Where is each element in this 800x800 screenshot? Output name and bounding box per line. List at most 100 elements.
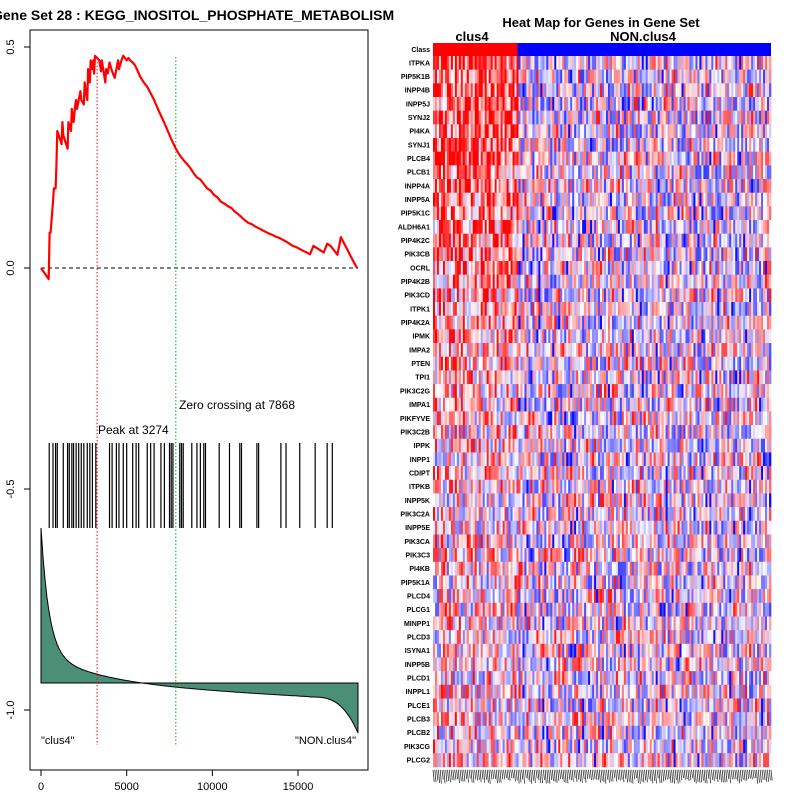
heatmap-class-label-non-clus4: NON.clus4 [610, 29, 677, 44]
sample-label-mark [604, 769, 607, 784]
sample-label-mark [494, 769, 497, 779]
sample-label-mark [535, 769, 538, 779]
heatmap-gene-label: INPP5A [405, 197, 430, 204]
sample-label-mark [532, 769, 534, 781]
sample-label-mark [600, 769, 603, 782]
x-tick-label: 10000 [197, 781, 228, 793]
heatmap-gene-label: INPPL1 [405, 689, 430, 696]
sample-label-mark [456, 769, 459, 780]
sample-label-mark [613, 769, 616, 779]
sample-label-mark [542, 769, 545, 780]
heatmap-row [433, 671, 772, 686]
sample-label-mark [709, 769, 712, 784]
heatmap-row [433, 548, 772, 563]
sample-label-mark [580, 769, 583, 783]
sample-label-mark [506, 769, 509, 781]
sample-label-mark [499, 769, 502, 783]
sample-label-mark [622, 769, 625, 783]
heatmap-gene-label: PIK3CD [404, 293, 430, 300]
heatmap-row [433, 616, 772, 631]
sample-label-mark [711, 769, 713, 780]
sample-label-mark [566, 769, 569, 784]
sample-label-mark [665, 769, 668, 780]
sample-label-mark [683, 769, 686, 780]
sample-label-mark [530, 769, 533, 784]
sample-label-mark [618, 769, 621, 781]
sample-label-mark [680, 769, 683, 781]
sample-label-mark [689, 769, 692, 781]
heatmap-row [433, 589, 772, 604]
heatmap-row [433, 356, 772, 371]
heatmap-row [433, 411, 772, 426]
heatmap-row [433, 657, 772, 672]
heatmap-gene-label: PLCB1 [407, 170, 430, 177]
sample-label-mark [705, 769, 708, 784]
heatmap-row [433, 179, 772, 194]
enrichment-plot-title: Gene Set 28 : KEGG_INOSITOL_PHOSPHATE_ME… [0, 7, 394, 23]
sample-label-mark [651, 769, 654, 784]
sample-label-mark [551, 769, 554, 781]
sample-label-mark [497, 769, 500, 783]
heatmap-gene-label: PLCD1 [407, 676, 430, 683]
sample-label-mark [602, 769, 605, 783]
sample-label-mark [692, 769, 695, 782]
heatmap-gene-label: ITPKB [409, 484, 430, 491]
sample-label-mark [743, 769, 746, 781]
heatmap-gene-label: PLCG2 [407, 758, 430, 765]
heatmap-gene-label: IMPA2 [409, 347, 430, 354]
heatmap-gene-label: PLCB4 [407, 156, 430, 163]
sample-label-mark [597, 769, 600, 780]
heatmap-row [433, 97, 772, 112]
heatmap-row [433, 83, 772, 98]
x-tick-label: 15000 [283, 781, 314, 793]
heatmap-gene-label: OCRL [410, 265, 431, 272]
sample-label-mark [521, 769, 524, 780]
sample-label-mark [703, 769, 706, 784]
sample-label-mark [560, 769, 563, 780]
sample-label-mark [504, 769, 507, 779]
sample-label-mark [595, 769, 598, 780]
left-class-label: "clus4" [41, 735, 75, 747]
heatmap-gene-label: PIKFYVE [400, 416, 430, 423]
heatmap-gene-label: CDIPT [409, 470, 431, 477]
heatmap-row [433, 712, 772, 727]
heatmap-row [433, 561, 772, 576]
heatmap-gene-label: PI4KB [409, 566, 430, 573]
heatmap-row [433, 329, 772, 344]
sample-label-mark [513, 769, 516, 782]
sample-label-mark [685, 769, 688, 780]
sample-label-mark [570, 769, 572, 781]
enrichment-plot: Gene Set 28 : KEGG_INOSITOL_PHOSPHATE_ME… [0, 7, 394, 793]
sample-label-mark [671, 769, 674, 783]
heatmap-gene-label: PLCB2 [407, 730, 430, 737]
sample-label-mark [770, 769, 773, 781]
sample-label-mark [647, 769, 650, 780]
sample-label-mark [716, 769, 719, 783]
sample-label-mark [591, 769, 594, 780]
sample-label-mark [662, 769, 665, 782]
sample-label-mark [450, 769, 453, 780]
heatmap-row [433, 124, 772, 139]
heatmap-row [433, 220, 772, 235]
sample-label-mark [503, 769, 506, 780]
right-class-label: "NON.clus4" [295, 735, 356, 747]
sample-label-mark [759, 769, 762, 783]
heatmap-title: Heat Map for Genes in Gene Set [502, 15, 700, 30]
sample-label-mark [765, 769, 768, 782]
x-tick-label: 5000 [114, 781, 138, 793]
sample-label-mark [598, 769, 601, 783]
sample-label-mark [573, 769, 576, 779]
sample-label-mark [524, 769, 527, 778]
heatmap-row [433, 438, 772, 453]
sample-label-mark [638, 769, 641, 784]
heatmap-row [433, 370, 772, 385]
sample-label-mark [479, 769, 482, 783]
sample-label-mark [439, 769, 442, 784]
sample-label-mark [501, 769, 504, 780]
heatmap-gene-label: MINPP1 [404, 621, 430, 628]
sample-label-mark [727, 769, 730, 780]
heatmap-row [433, 602, 772, 617]
heatmap-row [433, 425, 772, 440]
sample-label-mark [658, 769, 661, 784]
